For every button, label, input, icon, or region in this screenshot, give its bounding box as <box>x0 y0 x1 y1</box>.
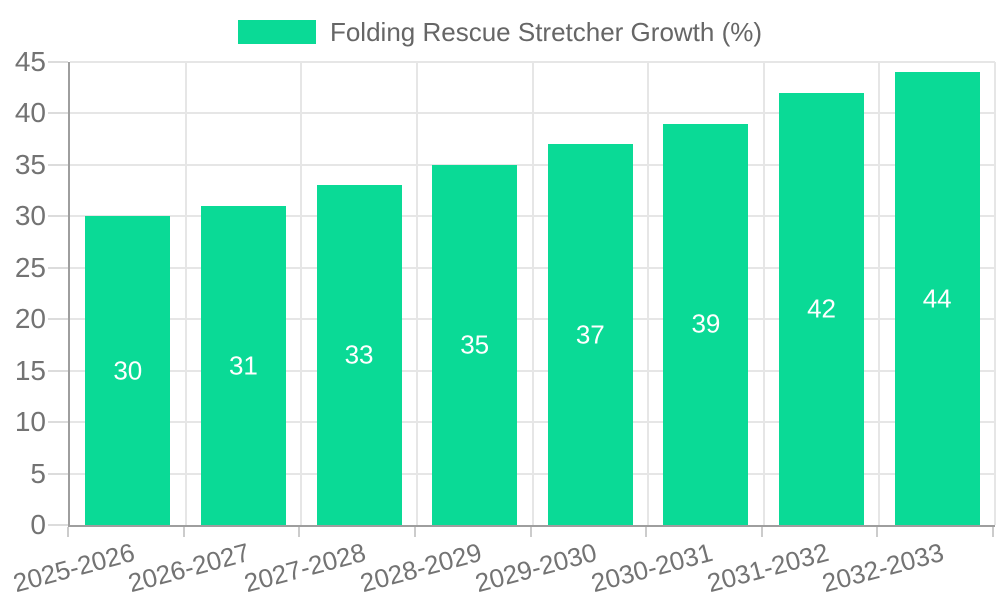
y-tick-mark <box>48 112 68 115</box>
plot-area: 30 31 33 35 37 39 42 44 <box>68 61 996 527</box>
y-tick-label-40: 40 <box>14 97 46 129</box>
bar-2027-2028[interactable]: 33 <box>316 185 402 525</box>
bar-2025-2026[interactable]: 30 <box>85 216 171 525</box>
y-tick-label-45: 45 <box>14 46 46 77</box>
x-tick-mark <box>182 527 185 537</box>
bar-value-label: 33 <box>344 339 374 370</box>
bar-value-label: 39 <box>691 308 721 339</box>
x-tick-mark <box>413 527 416 537</box>
y-tick-label-10: 10 <box>14 406 46 438</box>
bar-2026-2027[interactable]: 31 <box>200 206 286 525</box>
bar-value-label: 35 <box>460 329 490 360</box>
legend-swatch-icon <box>237 20 316 44</box>
bar-2032-2033[interactable]: 44 <box>894 72 980 525</box>
gridline-x-boundary-3 <box>415 62 418 525</box>
bar-value-label: 31 <box>228 350 258 381</box>
y-tick-mark <box>48 472 68 475</box>
y-tick-mark <box>48 61 68 63</box>
bar-2031-2032[interactable]: 42 <box>779 92 865 525</box>
y-tick-label-25: 25 <box>14 251 46 283</box>
y-tick-label-30: 30 <box>14 200 46 232</box>
y-tick-label-0: 0 <box>30 509 46 540</box>
bar-value-label: 44 <box>922 283 952 314</box>
y-tick-label-15: 15 <box>14 354 46 386</box>
y-tick-mark <box>48 163 68 166</box>
y-tick-mark <box>48 318 68 321</box>
legend-label: Folding Rescue Stretcher Growth (%) <box>329 16 763 47</box>
x-tick-mark <box>67 527 69 537</box>
bar-2029-2030[interactable]: 37 <box>547 144 633 525</box>
y-tick-mark <box>48 266 68 269</box>
gridline-x-boundary-2 <box>300 62 303 525</box>
x-tick-mark <box>992 527 994 537</box>
gridline-x-boundary-8 <box>994 62 996 525</box>
bar-value-label: 42 <box>807 293 837 324</box>
x-tick-mark <box>529 527 532 537</box>
gridline-x-boundary-6 <box>762 62 765 525</box>
y-tick-mark <box>48 215 68 218</box>
y-tick-label-35: 35 <box>14 148 46 180</box>
gridline-x-boundary-5 <box>647 62 650 525</box>
bar-value-label: 37 <box>575 319 605 350</box>
y-tick-mark <box>48 421 68 424</box>
x-tick-mark <box>645 527 648 537</box>
gridline-x-boundary-1 <box>184 62 187 525</box>
y-tick-label-5: 5 <box>30 457 46 489</box>
x-tick-mark <box>298 527 301 537</box>
legend[interactable]: Folding Rescue Stretcher Growth (%) <box>0 16 1000 48</box>
gridline-x-boundary-4 <box>531 62 534 525</box>
x-tick-mark <box>876 527 879 537</box>
bar-2028-2029[interactable]: 35 <box>432 164 518 525</box>
bar-2030-2031[interactable]: 39 <box>663 123 749 525</box>
bar-value-label: 30 <box>113 355 143 386</box>
y-tick-mark <box>48 524 68 526</box>
y-tick-mark <box>48 369 68 372</box>
x-tick-mark <box>760 527 763 537</box>
gridline-x-boundary-7 <box>878 62 881 525</box>
y-tick-label-20: 20 <box>14 303 46 335</box>
